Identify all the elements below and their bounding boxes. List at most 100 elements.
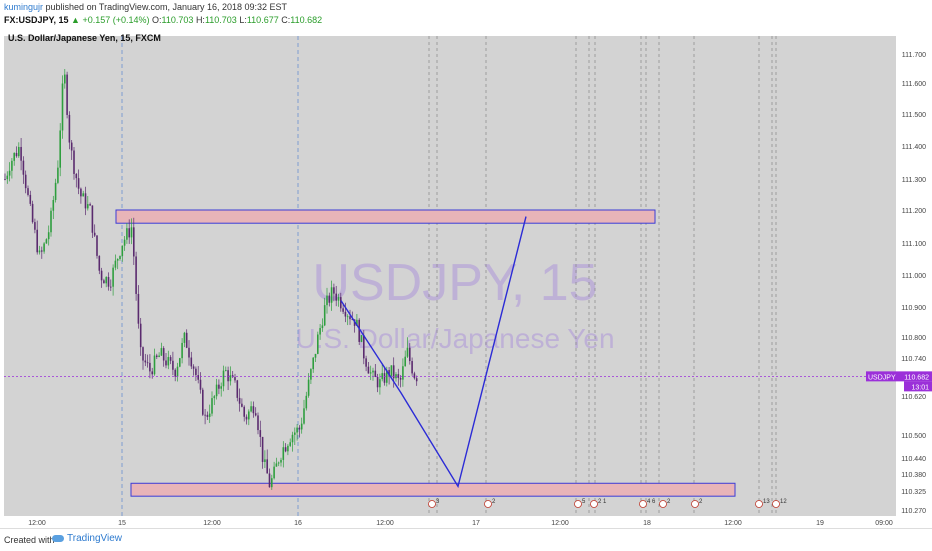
- candle-body: [70, 142, 73, 151]
- x-tick-label: 09:00: [875, 520, 893, 527]
- created-with-text: Created with: [4, 535, 55, 545]
- candle-body: [116, 259, 119, 261]
- y-tick-label: 110.620: [901, 394, 926, 401]
- candle-body: [376, 376, 379, 388]
- candle-body: [110, 286, 112, 288]
- event-count: 2: [667, 499, 671, 505]
- candle-body: [107, 276, 110, 287]
- candle-body: [11, 160, 13, 171]
- candle-body: [323, 305, 326, 326]
- chart-area[interactable]: USDJPY, 15 U.S. Dollar/Japanese Yen 111.70…: [0, 30, 932, 527]
- candle-body: [374, 370, 377, 377]
- candle-body: [174, 369, 176, 377]
- candle-body: [344, 311, 347, 317]
- candle-body: [105, 276, 107, 284]
- candle-body: [179, 358, 181, 367]
- candle-body: [45, 239, 48, 244]
- candle-body: [261, 436, 264, 462]
- tradingview-logo[interactable]: TradingView: [52, 533, 122, 544]
- candle-body: [114, 260, 117, 268]
- candle-body: [195, 368, 197, 376]
- candle-body: [275, 463, 278, 467]
- candle-body: [130, 227, 133, 238]
- price-chart[interactable]: USDJPY, 15 U.S. Dollar/Japanese Yen 111.70…: [0, 30, 932, 527]
- candle-body: [183, 332, 186, 343]
- candle-body: [41, 250, 43, 252]
- candle-body: [4, 179, 6, 180]
- candle-body: [277, 462, 280, 464]
- candle-body: [47, 232, 50, 240]
- close-value: 110.682: [290, 15, 323, 25]
- y-tick-label: 110.325: [901, 489, 926, 496]
- candle-body: [167, 357, 170, 366]
- candle-body: [75, 173, 78, 179]
- candle-body: [268, 473, 271, 488]
- candle-body: [123, 239, 126, 246]
- close-label: C:: [281, 15, 291, 25]
- event-marker-icon: [574, 500, 582, 508]
- y-tick-label: 111.000: [902, 273, 926, 280]
- candle-body: [386, 370, 388, 383]
- candle-body: [383, 373, 386, 383]
- candle-body: [411, 361, 413, 374]
- x-tick-label: 12:00: [203, 520, 221, 527]
- candle-body: [100, 270, 103, 281]
- candle-body: [38, 250, 41, 253]
- candle-body: [165, 360, 167, 366]
- candle-body: [64, 74, 66, 84]
- candle-body: [54, 182, 57, 200]
- candle-body: [206, 414, 209, 417]
- candle-body: [176, 366, 179, 377]
- candle-body: [335, 293, 337, 301]
- candle-body: [126, 228, 128, 240]
- y-tick-label: 111.400: [902, 144, 926, 151]
- candle-body: [218, 384, 220, 389]
- candle-body: [57, 167, 59, 183]
- x-tick-label: 12:00: [724, 520, 742, 527]
- candle-body: [119, 256, 121, 260]
- candle-body: [291, 434, 294, 443]
- event-count: 2: [699, 499, 703, 505]
- candle-body: [215, 384, 218, 397]
- event-count: 4: [647, 499, 651, 505]
- candle-body: [229, 375, 232, 382]
- tradingview-brand: TradingView: [67, 533, 123, 544]
- candle-body: [128, 228, 130, 238]
- candle-body: [112, 267, 114, 287]
- candle-body: [252, 406, 255, 414]
- y-tick-label: 110.440: [901, 456, 926, 463]
- x-tick-label: 16: [294, 520, 302, 527]
- candle-body: [236, 380, 239, 398]
- candle-body: [390, 365, 393, 376]
- change-value: ▲ +0.157 (+0.14%): [71, 15, 150, 25]
- candle-body: [149, 362, 151, 372]
- event-count: 1: [603, 499, 607, 505]
- event-marker-icon: [772, 500, 780, 508]
- x-tick-label: 12:00: [376, 520, 394, 527]
- candle-body: [24, 174, 27, 189]
- candle-body: [146, 362, 149, 364]
- candle-body: [238, 397, 241, 404]
- y-tick-label: 111.100: [902, 241, 926, 248]
- x-tick-label: 17: [472, 520, 480, 527]
- event-marker-icon: [659, 500, 667, 508]
- y-tick-label: 110.380: [901, 472, 926, 479]
- watermark-name: U.S. Dollar/Japanese Yen: [295, 323, 614, 354]
- candle-body: [68, 114, 71, 143]
- candle-body: [305, 395, 308, 409]
- candle-body: [312, 357, 314, 370]
- candle-body: [340, 297, 342, 309]
- candle-body: [225, 370, 227, 371]
- author-link[interactable]: kumingujr: [4, 2, 44, 12]
- candle-body: [248, 411, 250, 420]
- candle-body: [82, 193, 84, 197]
- candle-body: [93, 232, 96, 236]
- x-tick-label: 15: [118, 520, 126, 527]
- candle-body: [282, 447, 285, 460]
- event-count: 5: [582, 499, 586, 505]
- candle-body: [211, 398, 213, 414]
- candle-body: [326, 295, 328, 306]
- x-tick-label: 19: [816, 520, 824, 527]
- y-tick-label: 111.200: [902, 208, 926, 215]
- symbol-line: FX:USDJPY, 15: [4, 15, 69, 25]
